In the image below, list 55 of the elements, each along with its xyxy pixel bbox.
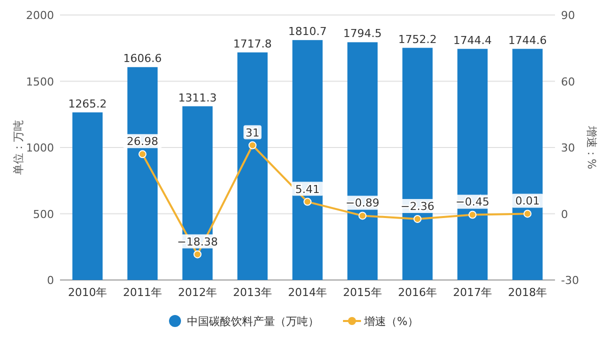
x-tick-label: 2015年 [343, 286, 382, 299]
x-tick-label: 2017年 [453, 286, 492, 299]
x-tick-label: 2010年 [68, 286, 107, 299]
y2-tick-label: 60 [561, 75, 575, 88]
data-label: 1606.6 [123, 52, 162, 66]
x-tick-label: 2016年 [398, 286, 437, 299]
point [138, 150, 146, 158]
y2-axis-title: 增速：% [585, 124, 598, 170]
bar [237, 52, 268, 280]
point [524, 210, 532, 218]
data-label: 1744.4 [453, 34, 492, 47]
point [248, 141, 256, 150]
data-label: −0.89 [346, 196, 380, 210]
legend-label: 中国碳酸饮料产量（万吨） [187, 315, 319, 328]
y2-tick-label: 30 [561, 142, 575, 154]
data-label: 26.98 [126, 135, 158, 148]
y-tick-label: 500 [33, 208, 54, 221]
x-tick-label: 2011年 [123, 286, 162, 299]
data-label: 1717.8 [233, 37, 272, 50]
bar [457, 48, 488, 280]
bar [292, 40, 323, 280]
data-label: 0.01 [515, 194, 540, 208]
data-label: 1794.5 [343, 27, 382, 40]
data-label: 5.41 [295, 182, 320, 196]
data-label: −18.38 [177, 235, 218, 248]
point [414, 214, 422, 223]
y2-tick-label: 0 [561, 208, 568, 221]
bar [402, 48, 433, 280]
data-label: 1752.2 [398, 32, 437, 46]
x-tick-label: 2012年 [178, 286, 217, 299]
x-tick-label: 2014年 [288, 286, 327, 299]
data-label: 1265.2 [68, 97, 107, 110]
point [468, 210, 476, 219]
data-label: 1311.3 [178, 91, 217, 104]
bar [512, 48, 543, 280]
x-tick-label: 2018年 [508, 286, 547, 299]
y-tick-label: 1500 [26, 75, 54, 88]
legend-label: 增速（%） [363, 315, 418, 328]
bar [347, 42, 378, 280]
data-label: 31 [246, 126, 260, 140]
data-label: 1744.6 [508, 34, 547, 47]
data-label: −0.45 [456, 196, 490, 209]
y-axis-title: 单位：万吨 [12, 120, 25, 175]
x-tick-label: 2013年 [233, 286, 272, 299]
point [304, 198, 312, 206]
point [194, 250, 202, 258]
bar [72, 112, 103, 280]
y2-tick-label: -30 [561, 274, 579, 287]
y2-tick-label: 90 [561, 9, 575, 22]
point [358, 212, 366, 220]
y-tick-label: 2000 [26, 9, 54, 22]
data-label: −2.36 [400, 200, 434, 213]
y-tick-label: 1000 [26, 142, 54, 154]
y-tick-label: 0 [47, 274, 54, 287]
data-label: 1810.7 [288, 25, 327, 38]
